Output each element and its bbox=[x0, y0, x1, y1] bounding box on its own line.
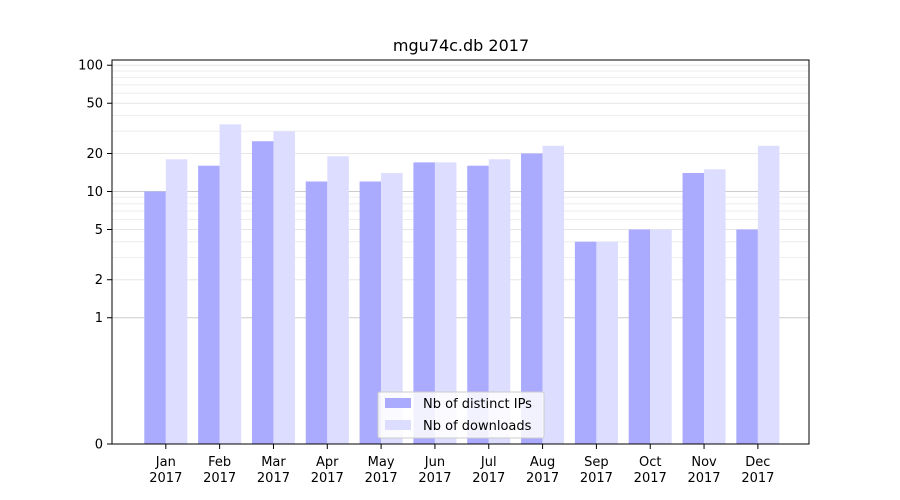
bar-distinct-ips bbox=[736, 229, 758, 444]
bar-downloads bbox=[381, 173, 403, 444]
y-tick-label: 0 bbox=[95, 438, 103, 453]
bar-downloads bbox=[650, 229, 672, 444]
x-tick-label-year: 2017 bbox=[526, 471, 559, 486]
y-tick-label: 1 bbox=[95, 311, 103, 326]
x-tick-label-year: 2017 bbox=[203, 471, 236, 486]
x-tick-label-month: Nov bbox=[691, 455, 717, 470]
y-tick-label: 50 bbox=[86, 97, 103, 112]
x-tick-label-year: 2017 bbox=[472, 471, 505, 486]
x-tick-label-year: 2017 bbox=[634, 471, 667, 486]
x-tick-label-year: 2017 bbox=[687, 471, 720, 486]
bar-distinct-ips bbox=[198, 165, 220, 444]
bar-downloads bbox=[434, 162, 457, 444]
chart-title: mgu74c.db 2017 bbox=[393, 36, 529, 55]
x-tick-label-month: Mar bbox=[261, 455, 286, 470]
bar-distinct-ips bbox=[144, 191, 166, 444]
legend: Nb of distinct IPs Nb of downloads bbox=[377, 391, 545, 439]
x-tick-label-year: 2017 bbox=[741, 471, 774, 486]
y-tick-label: 20 bbox=[86, 147, 103, 162]
legend-label-downloads: Nb of downloads bbox=[423, 419, 532, 434]
plot-frame bbox=[111, 59, 810, 445]
bar-downloads bbox=[704, 169, 726, 444]
x-tick-label-month: Jun bbox=[424, 455, 445, 470]
x-tick-label-month: Feb bbox=[208, 455, 231, 470]
x-tick-label-month: May bbox=[368, 455, 395, 470]
bar-downloads bbox=[165, 159, 188, 445]
x-tick-label-month: Apr bbox=[316, 455, 339, 470]
bar-downloads bbox=[757, 145, 780, 444]
x-tick-label-month: Aug bbox=[530, 455, 555, 470]
legend-swatch-downloads bbox=[385, 420, 411, 430]
y-axis: 0 1 2 5 10 20 50 100 bbox=[78, 59, 112, 453]
bar-downloads bbox=[488, 159, 511, 445]
x-tick-label-year: 2017 bbox=[580, 471, 613, 486]
bar-downloads bbox=[327, 156, 349, 444]
x-tick-label-year: 2017 bbox=[418, 471, 451, 486]
x-tick-label-month: Jul bbox=[480, 455, 497, 470]
bar-distinct-ips bbox=[413, 162, 435, 444]
x-tick-label-year: 2017 bbox=[149, 471, 182, 486]
x-tick-label-month: Oct bbox=[639, 455, 661, 470]
bar-downloads bbox=[273, 131, 295, 444]
y-tick-label: 10 bbox=[86, 185, 103, 200]
bar-downloads bbox=[596, 241, 618, 444]
legend-frame bbox=[377, 391, 545, 439]
bar-downloads bbox=[219, 124, 242, 444]
y-tick-label: 2 bbox=[95, 273, 103, 288]
x-tick-label-month: Dec bbox=[745, 455, 770, 470]
y-tick-label: 100 bbox=[78, 59, 103, 74]
bar-distinct-ips bbox=[359, 181, 382, 444]
bar-distinct-ips bbox=[251, 141, 274, 444]
x-tick-label-year: 2017 bbox=[257, 471, 290, 486]
x-tick-label-month: Jan bbox=[155, 455, 176, 470]
bar-distinct-ips bbox=[628, 229, 651, 444]
legend-label-distinct-ips: Nb of distinct IPs bbox=[423, 397, 532, 412]
bar-distinct-ips bbox=[682, 173, 705, 444]
x-tick-label-year: 2017 bbox=[365, 471, 398, 486]
legend-swatch-distinct-ips bbox=[385, 398, 411, 408]
bar-distinct-ips bbox=[305, 181, 328, 444]
bar-distinct-ips bbox=[521, 153, 543, 444]
x-tick-label-month: Sep bbox=[584, 455, 609, 470]
x-axis: Jan2017Feb2017Mar2017Apr2017May2017Jun20… bbox=[149, 444, 774, 486]
bar-distinct-ips bbox=[467, 165, 489, 444]
bar-downloads bbox=[542, 145, 565, 444]
y-tick-label: 5 bbox=[95, 223, 103, 238]
bars bbox=[144, 124, 780, 445]
x-tick-label-year: 2017 bbox=[311, 471, 344, 486]
bar-distinct-ips bbox=[574, 241, 597, 444]
